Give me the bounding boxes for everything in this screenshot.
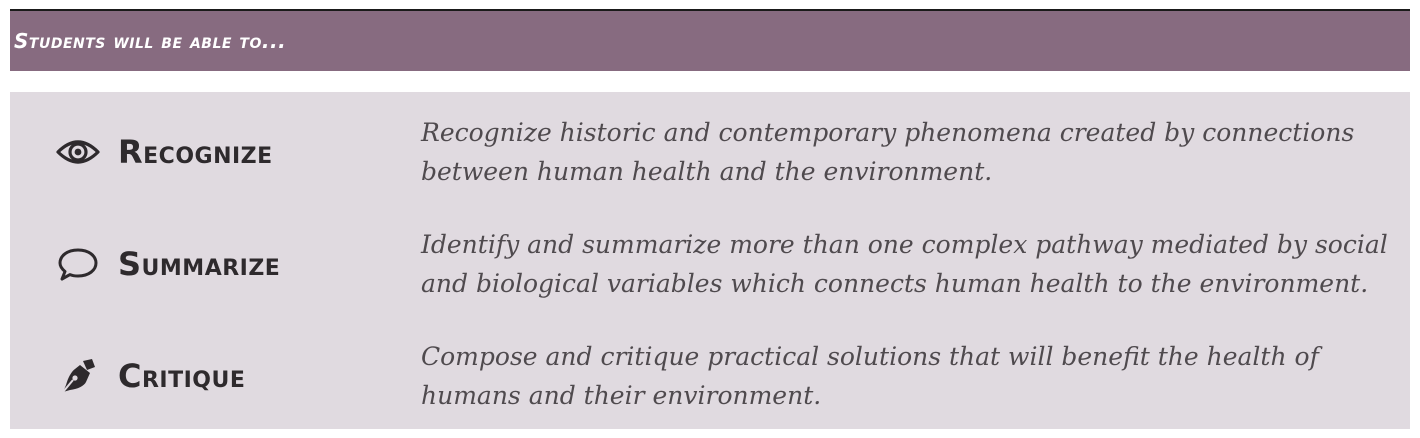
objective-verb-group: Critique [56,332,245,420]
objective-verb-group: Recognize [56,108,273,196]
objective-row-summarize: Summarize Identify and summarize more th… [10,220,1410,320]
top-rule [10,9,1410,11]
objective-verb: Summarize [118,245,281,283]
objective-verb-group: Summarize [56,220,280,308]
eye-icon [56,134,100,170]
objective-row-recognize: Recognize Recognize historic and contemp… [10,108,1410,208]
pen-nib-icon [56,358,100,394]
objective-description: Compose and critique practical solutions… [421,342,1319,410]
objective-verb: Recognize [118,133,273,171]
objective-row-critique: Critique Compose and critique practical … [10,332,1410,432]
objectives-panel: Recognize Recognize historic and contemp… [10,92,1410,429]
section-title: Students will be able to... [14,29,287,53]
objective-description: Identify and summarize more than one com… [421,230,1388,298]
objective-verb: Critique [118,357,246,395]
section-header: Students will be able to... [10,11,1410,71]
objective-description: Recognize historic and contemporary phen… [421,118,1355,186]
speech-bubble-icon [56,246,100,282]
